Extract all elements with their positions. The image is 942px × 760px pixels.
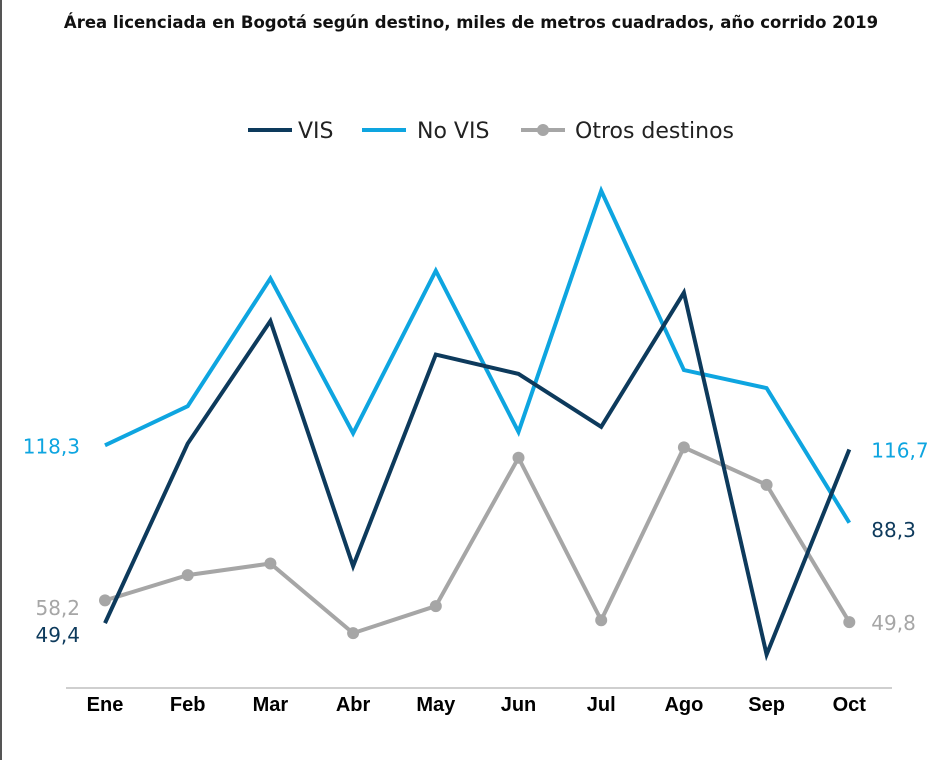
- data-label: 49,8: [871, 611, 916, 635]
- data-point-otros-destinos: [99, 594, 111, 607]
- data-label: 49,4: [35, 623, 80, 647]
- chart-title: Área licenciada en Bogotá según destino,…: [63, 13, 879, 32]
- legend: VIS No VIS Otros destinos: [248, 119, 734, 144]
- x-tick-label: Sep: [748, 694, 785, 716]
- x-tick-label: Oct: [833, 694, 867, 716]
- data-label: 118,3: [23, 434, 80, 458]
- legend-label-otros-destinos: Otros destinos: [575, 119, 734, 144]
- data-point-otros-destinos: [595, 614, 608, 627]
- data-label: 58,2: [35, 596, 80, 620]
- x-tick-label: May: [416, 694, 456, 716]
- series-line-no-vis: [104, 185, 852, 524]
- data-point-otros-destinos: [264, 557, 277, 570]
- series-line-vis: [103, 287, 852, 662]
- data-point-otros-destinos: [760, 478, 773, 491]
- data-point-otros-destinos: [512, 451, 525, 464]
- frame-border: [0, 0, 2, 760]
- legend-label-no-vis: No VIS: [417, 119, 489, 144]
- x-axis-ticks: Ene Feb Mar Abr May Jun Jul Ago Sep Oct: [87, 694, 867, 716]
- data-label: 116,7: [871, 438, 928, 462]
- data-point-otros-destinos: [181, 569, 194, 582]
- series-line-otros-destinos: [104, 444, 852, 636]
- x-tick-label: Jun: [501, 694, 537, 716]
- x-tick-label: Ago: [664, 694, 703, 716]
- x-tick-label: Ene: [87, 694, 124, 716]
- data-label: 88,3: [871, 518, 916, 542]
- x-tick-label: Feb: [170, 694, 206, 716]
- data-labels: 118,3 58,2 49,4 116,7 88,3 49,8: [23, 434, 929, 647]
- data-point-otros-destinos: [347, 627, 360, 640]
- data-point-otros-destinos: [843, 616, 856, 629]
- x-tick-label: Jul: [587, 694, 616, 716]
- series-layer: [99, 185, 856, 662]
- x-tick-label: Abr: [336, 694, 371, 716]
- legend-marker-otros-destinos: [537, 124, 549, 136]
- legend-label-vis: VIS: [298, 119, 334, 144]
- data-point-otros-destinos: [429, 600, 442, 613]
- data-point-otros-destinos: [677, 441, 690, 454]
- x-tick-label: Mar: [253, 694, 289, 716]
